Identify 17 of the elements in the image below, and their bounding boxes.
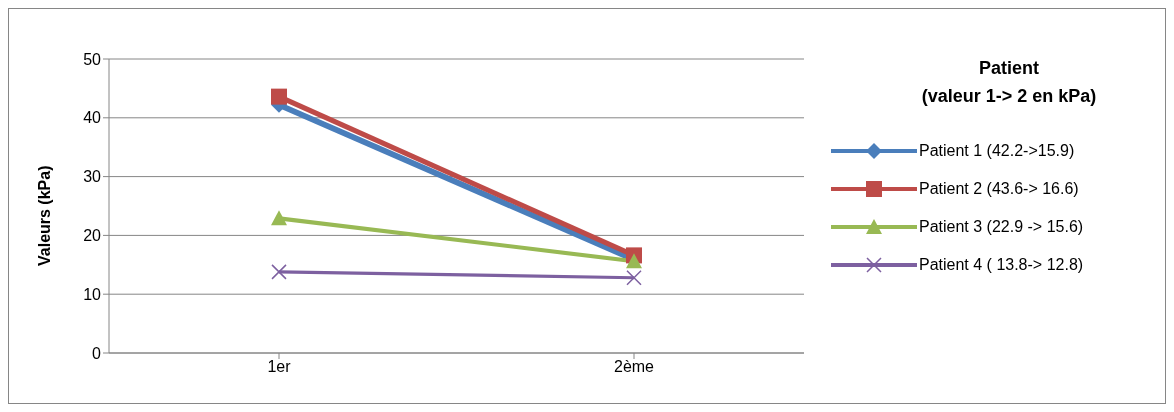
y-tick-label: 30 — [83, 168, 102, 186]
legend-label: Patient 2 (43.6-> 16.6) — [919, 180, 1079, 198]
point — [271, 88, 287, 105]
x-tick-label: 2ème — [613, 358, 655, 376]
y-tick-label: 20 — [83, 227, 102, 245]
point — [271, 264, 287, 280]
y-axis-title: Valeurs (kPa) — [35, 165, 53, 266]
point — [626, 269, 642, 286]
y-tick-label: 50 — [83, 50, 102, 68]
legend-label: Patient 3 (22.9 -> 15.6) — [919, 218, 1084, 236]
x-tick-label: 1er — [267, 358, 292, 376]
legend-label: Patient 1 (42.2->15.9) — [919, 142, 1075, 160]
y-tick-label: 40 — [83, 109, 102, 127]
legend-title: Patient (valeur 1-> 2 en kPa) — [920, 57, 1098, 108]
y-tick-label: 10 — [83, 285, 102, 303]
y-tick-label: 0 — [92, 344, 102, 362]
legend-label: Patient 4 ( 13.8-> 12.8) — [919, 256, 1084, 274]
